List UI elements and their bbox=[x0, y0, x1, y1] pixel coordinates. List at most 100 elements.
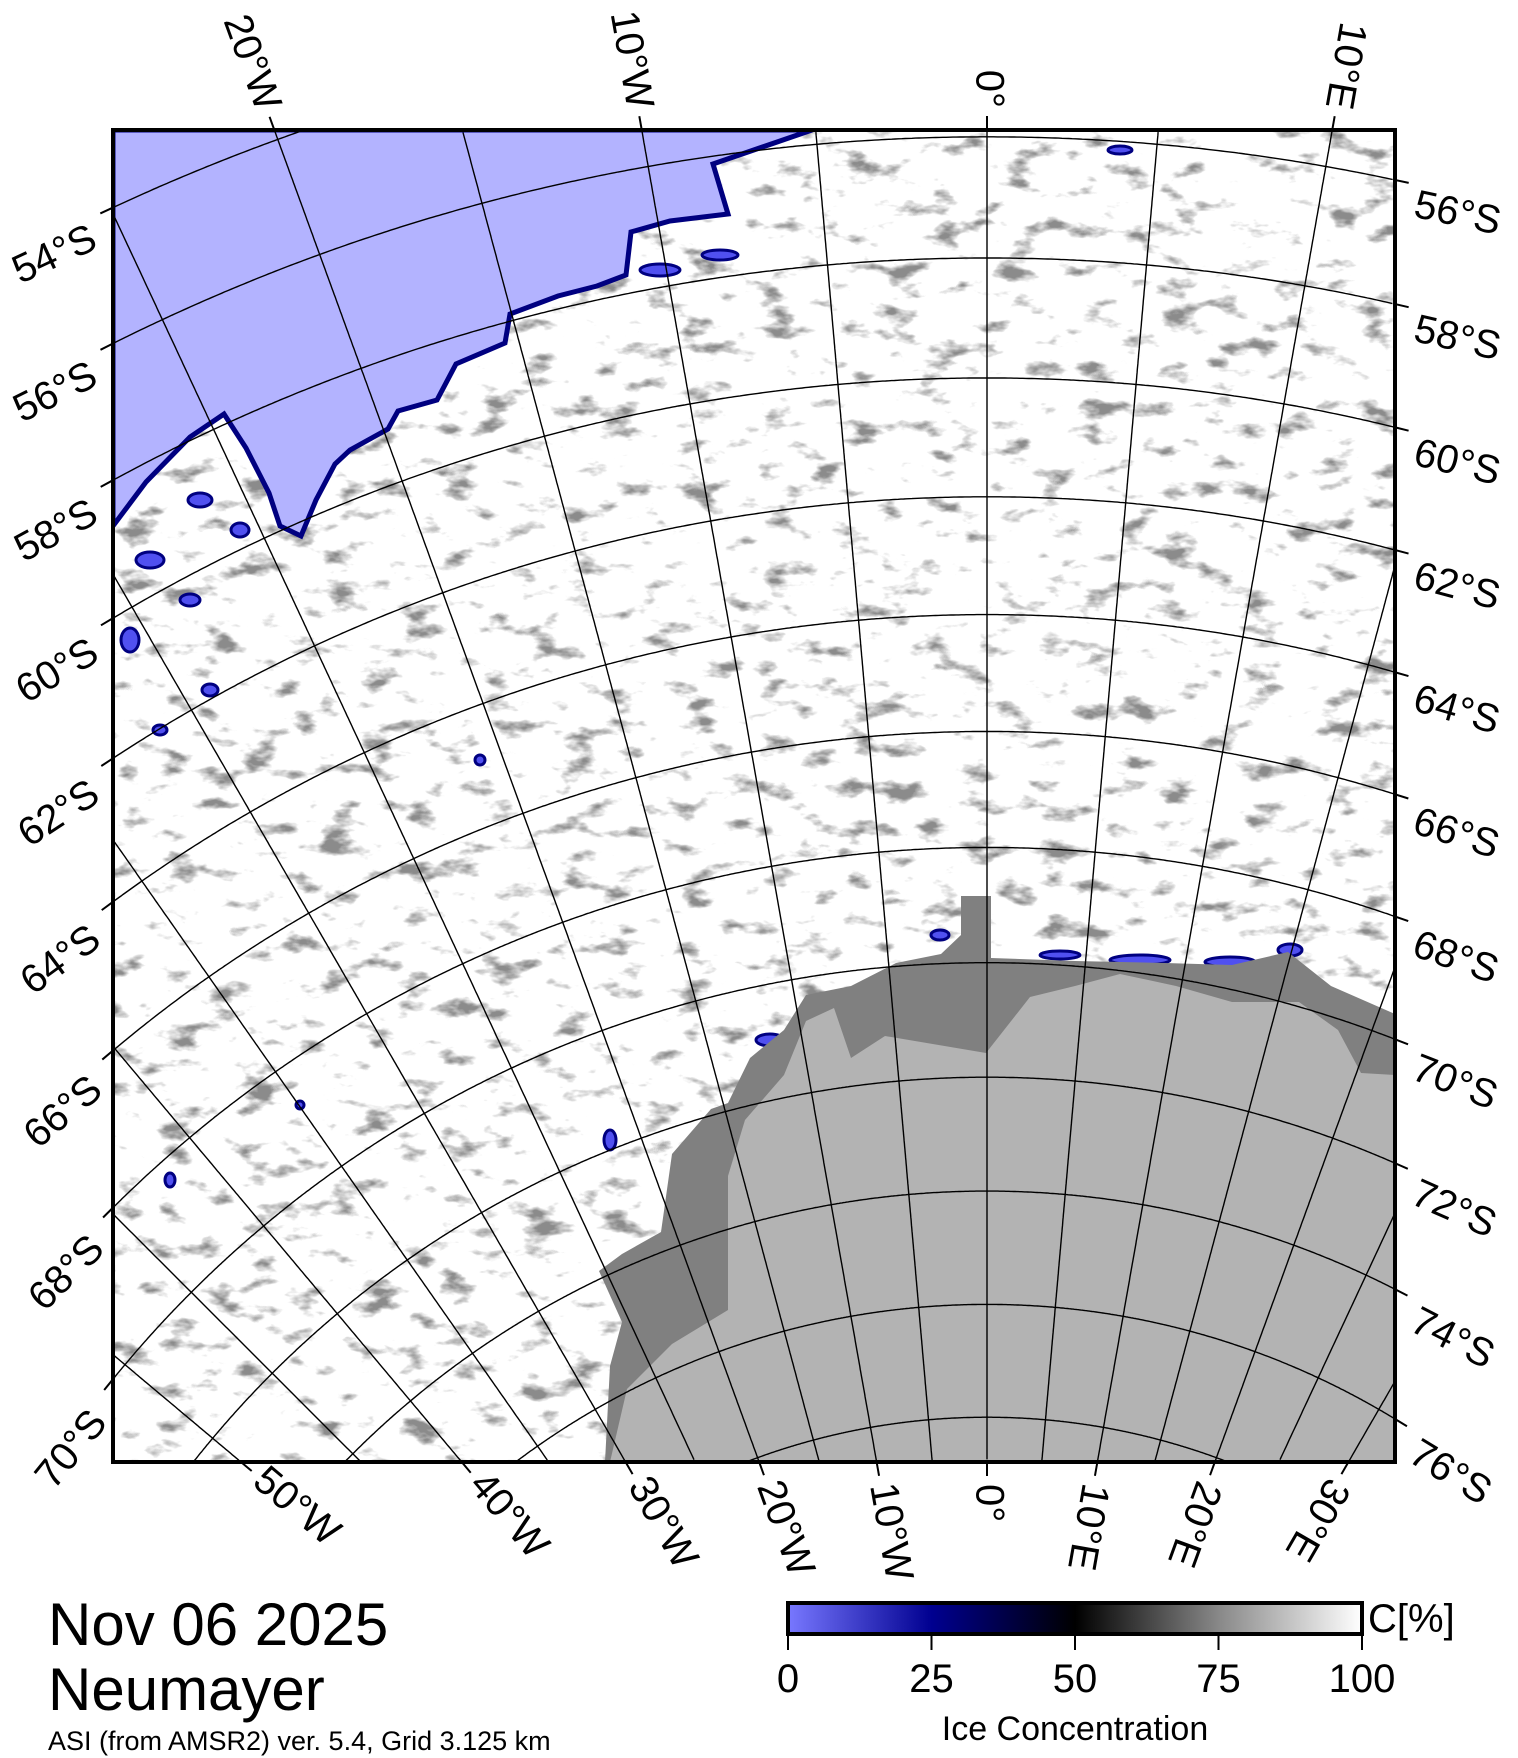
meridian-line bbox=[641, 130, 878, 1461]
parallel-line bbox=[344, 1190, 1395, 1462]
graticule-label: 30°W bbox=[620, 1469, 707, 1576]
meridian-line bbox=[815, 132, 933, 1462]
meridian-line bbox=[113, 1354, 240, 1461]
meridian-line bbox=[462, 132, 820, 1462]
tick-mark bbox=[1331, 116, 1336, 131]
tick-mark bbox=[1394, 303, 1409, 309]
graticule-label: 0° bbox=[967, 70, 1011, 108]
low-ice-patch bbox=[200, 682, 220, 698]
graticule-label: 56°S bbox=[6, 353, 104, 431]
tick-mark bbox=[100, 479, 114, 488]
tick-mark bbox=[1394, 549, 1409, 555]
tick-mark bbox=[1394, 1038, 1409, 1046]
graticule-label: 68°S bbox=[1407, 922, 1504, 992]
tick-mark bbox=[1394, 793, 1409, 800]
graticule-label: 10°E bbox=[1317, 19, 1375, 112]
colorbar: C[%] 0 25 50 75 100 Ice Concentration bbox=[777, 1597, 1455, 1748]
station-label: Neumayer bbox=[48, 1656, 325, 1723]
tick-mark bbox=[100, 617, 114, 627]
graticule-label: 70°S bbox=[27, 1401, 116, 1496]
parallel-line bbox=[113, 130, 302, 208]
meridian-line bbox=[113, 1046, 463, 1462]
tick-mark bbox=[1394, 1162, 1409, 1170]
low-ice-patch bbox=[1038, 949, 1082, 961]
map-frame bbox=[111, 128, 1397, 1464]
colorbar-tick-label: 50 bbox=[1053, 1657, 1098, 1701]
parallel-line bbox=[113, 846, 1395, 1207]
tick-mark bbox=[624, 1461, 634, 1475]
parallel-line bbox=[113, 496, 1394, 759]
low-ice-patch bbox=[134, 550, 166, 570]
product-caption: ASI (from AMSR2) ver. 5.4, Grid 3.125 km bbox=[48, 1726, 551, 1756]
graticule-label: 66°S bbox=[1408, 799, 1504, 867]
tick-mark bbox=[1394, 915, 1409, 923]
low-ice-patch bbox=[163, 1171, 177, 1189]
graticule-label: 68°S bbox=[20, 1226, 113, 1319]
graticule-label: 50°W bbox=[245, 1457, 349, 1554]
low-ice-patch bbox=[229, 521, 251, 539]
tick-mark bbox=[1394, 178, 1409, 184]
graticule-label: 20°E bbox=[1159, 1476, 1230, 1573]
graticule-label: 40°W bbox=[461, 1463, 558, 1567]
graticule-label: 10°W bbox=[861, 1479, 921, 1584]
meridian-line bbox=[113, 575, 626, 1462]
graticule-label: 56°S bbox=[1410, 182, 1504, 243]
graticule-label: 74°S bbox=[1404, 1299, 1502, 1378]
graticule-label: 60°S bbox=[8, 629, 105, 711]
tick-mark bbox=[1093, 1461, 1099, 1476]
low-ice-patch bbox=[1106, 144, 1134, 156]
low-ice-patch bbox=[602, 1128, 618, 1152]
tick-mark bbox=[758, 1461, 765, 1476]
parallel-line bbox=[113, 962, 1395, 1379]
graticule-label: 66°S bbox=[15, 1067, 110, 1157]
graticule-label: 30°E bbox=[1277, 1471, 1359, 1568]
meridian-line bbox=[113, 839, 548, 1461]
low-ice-patch bbox=[473, 753, 487, 767]
parallel-line bbox=[113, 377, 1395, 619]
colorbar-ticks: 0 25 50 75 100 bbox=[777, 1634, 1396, 1701]
graticule-label: 20°W bbox=[748, 1474, 823, 1582]
parallel-line bbox=[113, 730, 1395, 1051]
tick-mark bbox=[99, 206, 114, 215]
low-ice-patch bbox=[929, 928, 951, 942]
low-ice-patch bbox=[186, 491, 214, 509]
graticule-label: 70°S bbox=[1407, 1046, 1504, 1119]
graticule-label: 58°S bbox=[7, 490, 105, 570]
colorbar-tick-label: 100 bbox=[1329, 1657, 1396, 1701]
meridian-line bbox=[113, 1214, 362, 1462]
tick-mark bbox=[638, 116, 643, 131]
graticule-label: 58°S bbox=[1410, 307, 1505, 369]
tick-mark bbox=[1394, 426, 1409, 432]
colorbar-unit: C[%] bbox=[1368, 1597, 1455, 1641]
tick-mark bbox=[100, 342, 114, 351]
graticule-label: 62°S bbox=[10, 771, 107, 856]
colorbar-gradient bbox=[786, 1601, 1364, 1636]
colorbar-title: Ice Concentration bbox=[942, 1710, 1209, 1748]
graticule-label: 10°E bbox=[1059, 1480, 1117, 1573]
graticule-label: 64°S bbox=[12, 916, 108, 1003]
parallel-line bbox=[193, 1076, 1395, 1462]
graticule-label: 60°S bbox=[1410, 430, 1505, 494]
colorbar-tick-label: 75 bbox=[1196, 1657, 1241, 1701]
graticule-label: 64°S bbox=[1409, 676, 1505, 742]
meridian-line bbox=[1041, 132, 1159, 1462]
meridian-line bbox=[273, 130, 760, 1461]
graticule-label: 0° bbox=[967, 1484, 1011, 1522]
antarctic-land-region bbox=[610, 974, 1395, 1462]
map-area bbox=[113, 130, 1395, 1462]
graticule-label: 72°S bbox=[1405, 1171, 1503, 1246]
low-ice-patch bbox=[700, 248, 740, 262]
open-water-region bbox=[113, 130, 813, 540]
parallel-line bbox=[516, 1303, 1395, 1462]
graticule-label: 20°W bbox=[215, 9, 290, 117]
meridian-line bbox=[1348, 1382, 1395, 1462]
graticule-label: 54°S bbox=[6, 216, 104, 293]
date-label: Nov 06 2025 bbox=[48, 1591, 388, 1658]
colorbar-tick-label: 0 bbox=[777, 1657, 799, 1701]
low-ice-patch bbox=[119, 626, 141, 654]
parallel-line bbox=[746, 1416, 1228, 1462]
meridian-line bbox=[1214, 968, 1395, 1461]
meridian-line bbox=[1154, 567, 1395, 1462]
tick-mark bbox=[1209, 1461, 1216, 1476]
